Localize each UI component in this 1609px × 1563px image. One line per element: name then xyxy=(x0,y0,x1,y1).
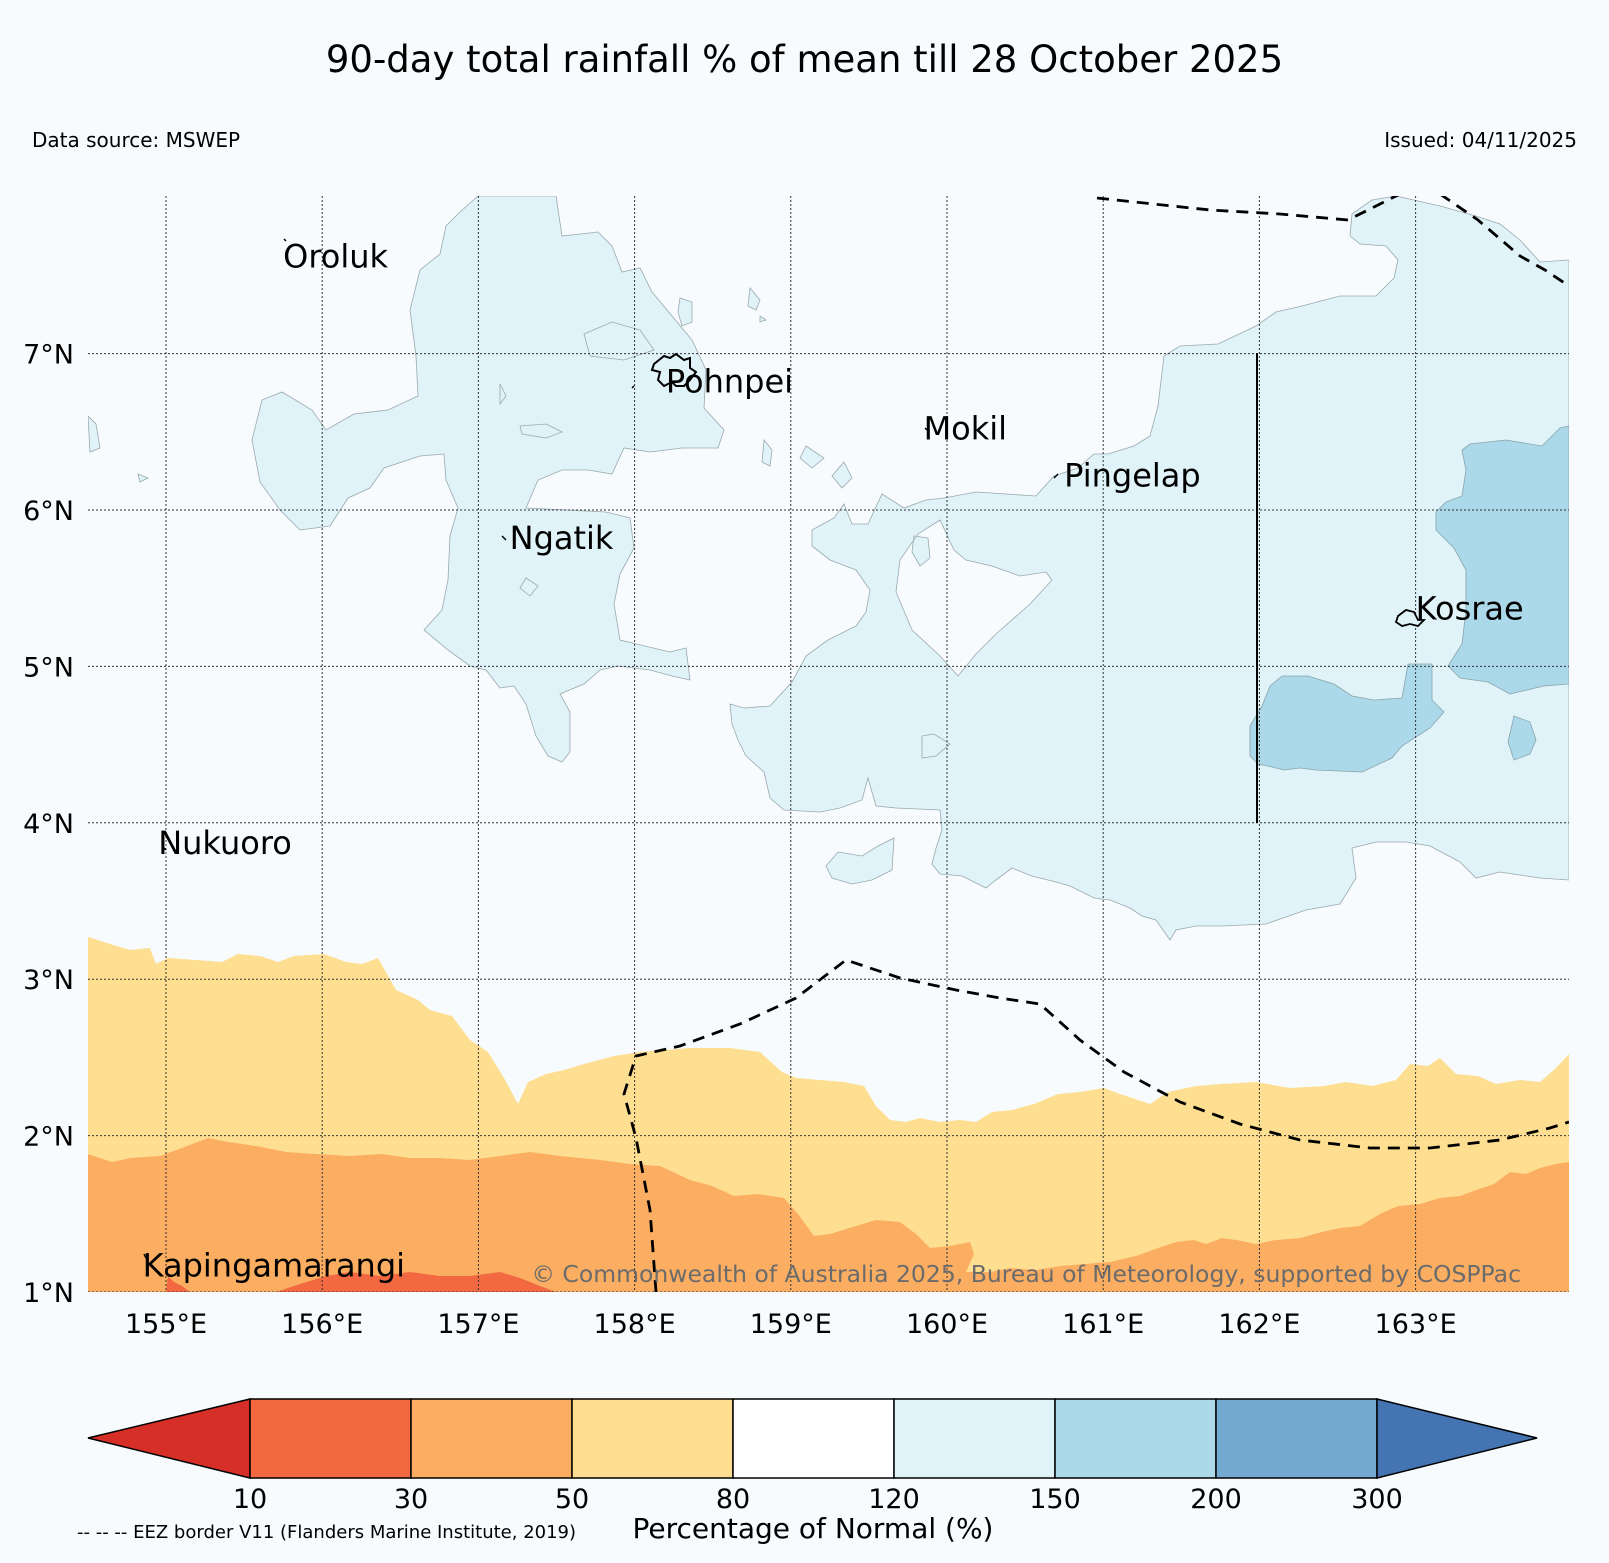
issued-date: Issued: 04/11/2025 xyxy=(1384,128,1577,152)
copyright-text: © Commonwealth of Australia 2025, Bureau… xyxy=(531,1260,1521,1288)
lon-tick-label: 161°E xyxy=(1062,1309,1144,1340)
colorbar-tick-label: 50 xyxy=(555,1484,589,1515)
region-30-50-band xyxy=(88,1138,1569,1292)
place-label-ngatik: Ngatik xyxy=(510,519,614,557)
colorbar-segment xyxy=(1215,1398,1378,1479)
lon-tick-label: 163°E xyxy=(1375,1309,1457,1340)
lon-tick-label: 159°E xyxy=(750,1309,832,1340)
lat-tick-label: 7°N xyxy=(23,340,74,371)
atoll-marks xyxy=(143,238,1059,1259)
place-label-nukuoro: Nukuoro xyxy=(158,824,292,862)
eez-border-north xyxy=(1096,196,1569,288)
place-label-kapingamarangi: Kapingamarangi xyxy=(143,1246,405,1284)
lat-tick-label: 1°N xyxy=(23,1278,74,1309)
lat-tick-label: 5°N xyxy=(23,652,74,683)
colorbar-segment xyxy=(410,1398,573,1479)
lon-tick-label: 157°E xyxy=(437,1309,519,1340)
gridlines xyxy=(88,196,1569,1292)
colorbar-tick-label: 150 xyxy=(1029,1484,1081,1515)
colorbar-tick-label: 120 xyxy=(868,1484,920,1515)
colorbar: 10 30 50 80 120 150 200 300 xyxy=(87,1398,1538,1515)
kosrae-island-outline xyxy=(1394,609,1427,627)
colorbar-tick-label: 300 xyxy=(1351,1484,1403,1515)
colorbar-segment xyxy=(893,1398,1056,1479)
place-label-oroluk: Oroluk xyxy=(283,238,388,276)
place-label-pohnpei: Pohnpei xyxy=(666,363,793,401)
data-source: Data source: MSWEP xyxy=(32,128,241,152)
place-labels: Oroluk Pohnpei Mokil Pingelap Ngatik Kosrae Nu… xyxy=(143,238,1524,1285)
region-120-150-islets xyxy=(88,287,853,597)
longitude-labels: 155°E 156°E 157°E 158°E 159°E 160°E 161°E 162°E… xyxy=(125,1309,1457,1340)
map-title: 90-day total rainfall % of mean till 28 … xyxy=(325,38,1284,81)
place-label-mokil: Mokil xyxy=(924,410,1008,448)
lat-tick-label: 2°N xyxy=(23,1122,74,1153)
lon-tick-label: 162°E xyxy=(1218,1309,1300,1340)
region-10-30-patch xyxy=(166,1272,556,1292)
colorbar-tick-label: 30 xyxy=(394,1484,428,1515)
colorbar-segment xyxy=(1054,1398,1217,1479)
eez-legend-note: -- -- -- EEZ border V11 (Flanders Marine… xyxy=(77,1522,577,1543)
colorbar-segment xyxy=(249,1398,412,1479)
pohnpei-island-outline xyxy=(650,352,698,388)
colorbar-segment xyxy=(732,1398,895,1479)
lon-tick-label: 160°E xyxy=(906,1309,988,1340)
lat-tick-label: 4°N xyxy=(23,809,74,840)
region-120-150-west xyxy=(251,196,725,763)
colorbar-tick-label: 200 xyxy=(1190,1484,1242,1515)
eez-border-south xyxy=(622,958,1569,1292)
colorbar-tick-label: 80 xyxy=(716,1484,750,1515)
lat-tick-label: 3°N xyxy=(23,965,74,996)
lon-tick-label: 155°E xyxy=(125,1309,207,1340)
latitude-labels: 7°N 6°N 5°N 4°N 3°N 2°N 1°N xyxy=(23,340,74,1309)
colorbar-label: Percentage of Normal (%) xyxy=(632,1512,994,1545)
lon-tick-label: 156°E xyxy=(281,1309,363,1340)
place-label-pingelap: Pingelap xyxy=(1064,457,1201,495)
colorbar-extend-high xyxy=(1376,1398,1538,1479)
place-label-kosrae: Kosrae xyxy=(1416,589,1524,627)
lat-tick-label: 6°N xyxy=(23,496,74,527)
colorbar-tick-label: 10 xyxy=(233,1484,267,1515)
colorbar-extend-low xyxy=(87,1398,251,1479)
colorbar-segment xyxy=(571,1398,734,1479)
region-150-200-east xyxy=(1249,425,1569,773)
lon-tick-label: 158°E xyxy=(594,1309,676,1340)
